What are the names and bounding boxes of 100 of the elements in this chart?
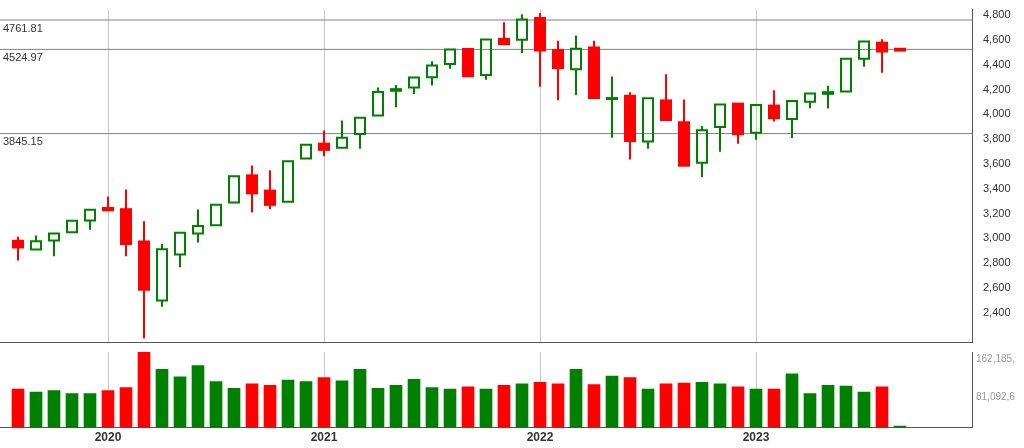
bar xyxy=(137,352,151,428)
y-tick-label: 4,400 xyxy=(983,57,1011,70)
candlestick xyxy=(318,129,330,158)
candlestick xyxy=(606,75,618,139)
bar xyxy=(641,388,655,428)
y-tick-label: 3,000 xyxy=(983,231,1011,244)
text: 81,092,6 xyxy=(976,390,1016,402)
x-tick-label: 2020 xyxy=(94,430,122,445)
y-tick-label: 4,800 xyxy=(983,8,1011,21)
candlestick xyxy=(534,11,546,88)
candlestick xyxy=(102,195,114,212)
y-tick-label: 3,200 xyxy=(983,206,1011,219)
candlestick xyxy=(588,39,600,100)
bar xyxy=(821,384,835,428)
candlestick xyxy=(822,84,834,110)
candlestick xyxy=(264,169,276,211)
y-tick-label: 4,200 xyxy=(983,82,1011,95)
text: 162,185, xyxy=(976,352,1015,364)
candlestick xyxy=(300,143,312,160)
candlestick xyxy=(354,116,366,150)
bar xyxy=(389,384,403,428)
y-tick-label: 3,400 xyxy=(983,181,1011,194)
bar xyxy=(587,384,601,428)
candlestick xyxy=(642,97,654,150)
bar xyxy=(281,379,295,428)
candlestick xyxy=(732,102,744,145)
bar xyxy=(479,388,493,428)
candlestick xyxy=(516,13,528,55)
bar xyxy=(29,391,43,428)
bar xyxy=(425,387,439,428)
bar xyxy=(65,393,79,428)
bar xyxy=(497,384,511,428)
bar xyxy=(677,382,691,428)
bar xyxy=(551,383,565,428)
candlestick xyxy=(570,34,582,96)
candlestick xyxy=(498,21,510,46)
candlestick xyxy=(48,232,60,258)
y-tick-label: 2,400 xyxy=(983,305,1011,318)
candlestick xyxy=(228,175,240,204)
bar xyxy=(857,391,871,428)
bar xyxy=(731,386,745,428)
bar xyxy=(245,383,259,428)
y-tick-label: 2,800 xyxy=(983,256,1011,269)
y-tick-label: 3,600 xyxy=(983,157,1011,170)
bar xyxy=(533,381,547,428)
y-tick-label: 4,000 xyxy=(983,107,1011,120)
ref-line-label: 3845.15 xyxy=(3,135,43,148)
bar xyxy=(11,388,25,428)
candlestick xyxy=(84,208,96,231)
bar xyxy=(749,388,763,428)
bar xyxy=(335,380,349,428)
candlestick xyxy=(894,47,906,52)
bar xyxy=(875,386,889,428)
bar xyxy=(317,377,331,428)
candlestick xyxy=(624,91,636,161)
ref-line-label: 4761.81 xyxy=(3,21,43,34)
candlestick xyxy=(678,98,690,167)
bar xyxy=(83,393,97,428)
candlestick xyxy=(696,125,708,179)
bar xyxy=(119,387,133,428)
bar xyxy=(209,381,223,428)
bar xyxy=(659,383,673,428)
candlestick xyxy=(192,208,204,244)
bar xyxy=(785,373,799,428)
bar xyxy=(263,384,277,428)
bar xyxy=(623,377,637,428)
bar xyxy=(47,390,61,428)
candlestick xyxy=(786,99,798,140)
bar xyxy=(407,378,421,428)
bar xyxy=(371,387,385,428)
candlestick xyxy=(246,164,258,214)
bar xyxy=(155,369,169,428)
x-tick-label: 2022 xyxy=(526,430,554,445)
y-tick-label: 2,600 xyxy=(983,280,1011,293)
candlestick xyxy=(714,103,726,153)
bar xyxy=(767,388,781,428)
bar xyxy=(191,365,205,428)
bar xyxy=(173,376,187,428)
candlestick xyxy=(66,219,78,234)
candlestick xyxy=(660,73,672,121)
x-tick-label: 2023 xyxy=(742,430,770,445)
bar xyxy=(839,385,853,428)
bar xyxy=(443,388,457,428)
candlestick xyxy=(120,188,132,258)
bar xyxy=(605,375,619,428)
x-tick-label: 2021 xyxy=(310,430,338,445)
candlestick xyxy=(552,39,564,102)
bar xyxy=(299,381,313,428)
candlestick xyxy=(768,89,780,123)
candlestick xyxy=(210,203,222,227)
bar xyxy=(713,383,727,428)
bar xyxy=(461,386,475,428)
bar xyxy=(803,393,817,428)
y-tick-label: 4,600 xyxy=(983,33,1011,46)
candlestick xyxy=(390,83,402,109)
bar xyxy=(569,369,583,428)
bar xyxy=(515,383,529,428)
candlestick xyxy=(336,119,348,149)
bar xyxy=(353,369,367,428)
candlestick xyxy=(138,220,150,340)
